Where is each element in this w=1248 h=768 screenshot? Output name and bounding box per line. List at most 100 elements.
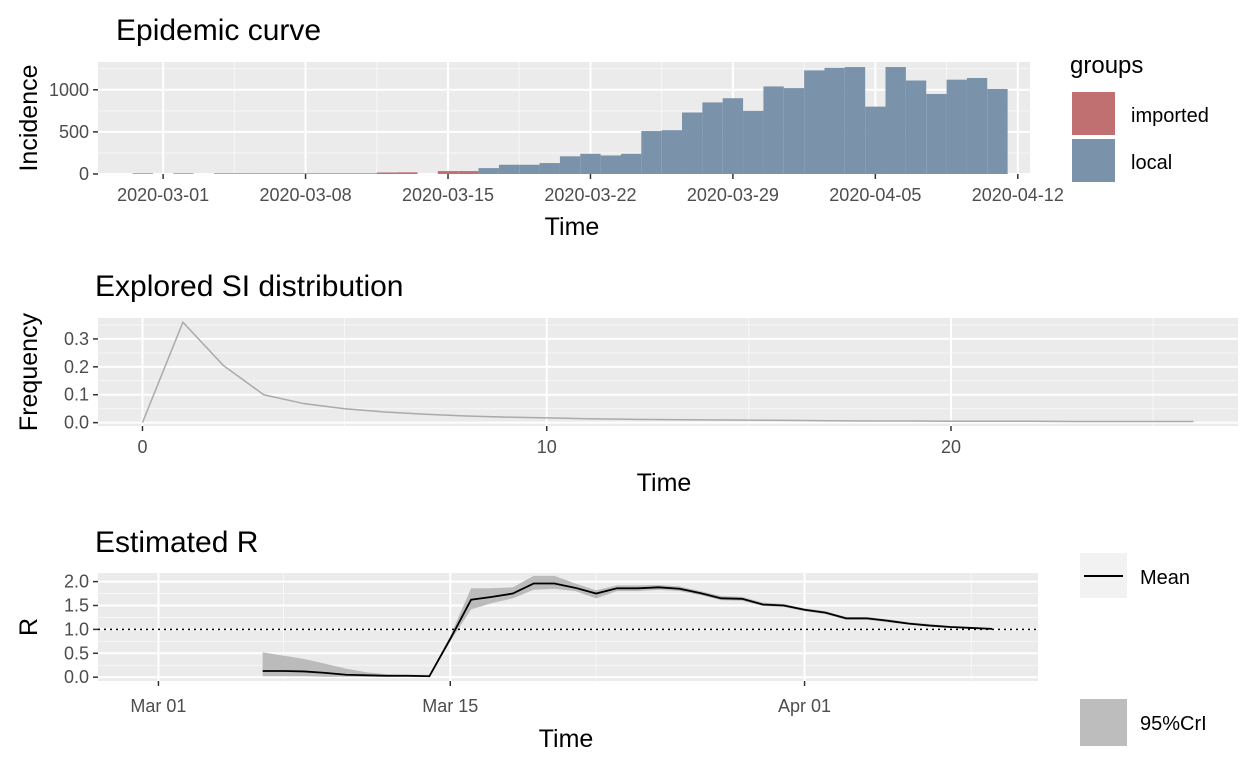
bar-local xyxy=(702,102,723,174)
bar-imported xyxy=(336,173,357,174)
bar-local xyxy=(905,80,927,174)
epi-x-tick-label: 2020-03-22 xyxy=(544,185,636,205)
si-y-tick-label: 0.1 xyxy=(64,385,89,405)
epi-y-tick-label: 500 xyxy=(59,122,89,142)
bar-local xyxy=(620,153,642,174)
r-x-axis: Mar 01 Mar 15 Apr 01 xyxy=(130,681,831,716)
r-plot-background xyxy=(98,573,1038,681)
epi-x-tick-label: 2020-03-01 xyxy=(117,185,209,205)
bar-local xyxy=(722,98,744,174)
r-y-tick-label: 0.5 xyxy=(64,643,89,663)
r-mean-line xyxy=(262,582,993,678)
bar-local xyxy=(987,88,1008,174)
bar-local xyxy=(682,112,703,174)
si-x-axis-title: Time xyxy=(637,469,692,497)
epi-x-tick-label: 2020-04-05 xyxy=(829,185,921,205)
legend-label-local: local xyxy=(1131,152,1172,174)
bar-imported xyxy=(213,173,235,174)
r-legend: Mean 95%CrI xyxy=(1080,553,1207,746)
bar-local xyxy=(519,164,540,174)
si-title: Explored SI distribution xyxy=(95,270,404,303)
bar-local xyxy=(600,155,621,174)
bar-local xyxy=(641,131,662,174)
bar-local xyxy=(844,67,866,174)
bar-local xyxy=(865,106,886,174)
legend-label-mean: Mean xyxy=(1140,567,1190,589)
si-y-tick-label: 0.0 xyxy=(64,413,89,433)
bar-imported xyxy=(275,173,296,174)
bar-local xyxy=(580,153,601,174)
bar-local xyxy=(539,163,560,174)
si-gridlines xyxy=(98,318,1238,426)
r-title: Estimated R xyxy=(95,526,258,559)
bar-imported xyxy=(315,173,337,174)
bar-local xyxy=(559,156,581,174)
epi-legend: groups imported local xyxy=(1070,52,1209,182)
bar-local xyxy=(783,88,805,174)
estimated-r-panel: Estimated R Mar 01 Mar 15 Apr 01 0.0 0.5 1.0… xyxy=(15,526,1207,753)
r-y-axis-title: R xyxy=(15,618,43,636)
epi-y-axis-title: Incidence xyxy=(15,64,43,171)
bar-imported xyxy=(458,171,479,174)
bar-local xyxy=(743,110,764,174)
legend-label-imported: imported xyxy=(1131,105,1209,127)
bar-imported xyxy=(234,173,255,174)
bar-local xyxy=(885,67,906,174)
epi-y-axis: 0 500 1000 xyxy=(49,80,98,184)
bar-local xyxy=(966,78,988,174)
epi-x-tick-label: 2020-03-08 xyxy=(260,185,352,205)
bar-local xyxy=(824,67,845,174)
si-series-line xyxy=(141,320,1194,423)
bar-imported xyxy=(173,173,194,174)
bar-imported xyxy=(397,172,418,174)
r-credible-interval-band xyxy=(262,575,993,677)
si-y-axis: 0.0 0.1 0.2 0.3 xyxy=(64,329,98,433)
bar-local xyxy=(763,86,784,174)
bar-local xyxy=(804,70,825,174)
r-x-tick-label: Mar 15 xyxy=(422,696,478,716)
bar-imported xyxy=(132,173,153,174)
epi-y-tick-label: 1000 xyxy=(49,80,89,100)
r-x-tick-label: Apr 01 xyxy=(778,696,831,716)
legend-swatch-imported xyxy=(1072,92,1115,135)
bar-local xyxy=(498,164,520,174)
epi-y-tick-label: 0 xyxy=(79,164,89,184)
si-x-tick-label: 20 xyxy=(941,437,961,457)
si-y-tick-label: 0.2 xyxy=(64,357,89,377)
bar-imported xyxy=(295,173,316,174)
si-x-tick-label: 10 xyxy=(537,437,557,457)
legend-swatch-crl xyxy=(1080,699,1127,746)
bar-local xyxy=(926,94,947,174)
epi-legend-title: groups xyxy=(1070,52,1143,79)
bar-local xyxy=(946,79,967,174)
legend-swatch-local xyxy=(1072,139,1115,182)
epi-x-tick-label: 2020-04-12 xyxy=(972,185,1064,205)
si-plot-background xyxy=(98,318,1238,426)
r-y-tick-label: 1.5 xyxy=(64,595,89,615)
legend-label-crl: 95%CrI xyxy=(1140,713,1207,735)
epi-x-axis: 2020-03-01 2020-03-08 2020-03-15 2020-03-22… xyxy=(117,174,1064,205)
r-y-tick-label: 2.0 xyxy=(64,572,89,592)
si-x-tick-label: 0 xyxy=(137,437,147,457)
epi-title: Epidemic curve xyxy=(116,14,321,47)
bar-imported xyxy=(356,173,377,174)
r-y-tick-label: 1.0 xyxy=(64,619,89,639)
bar-imported xyxy=(254,173,276,174)
epi-x-tick-label: 2020-03-15 xyxy=(402,185,494,205)
r-x-axis-title: Time xyxy=(539,725,594,753)
r-y-tick-label: 0.0 xyxy=(64,667,89,687)
epi-gridlines xyxy=(98,62,1030,175)
bar-imported xyxy=(376,172,398,174)
si-y-tick-label: 0.3 xyxy=(64,329,89,349)
r-y-axis: 0.0 0.5 1.0 1.5 2.0 xyxy=(64,572,98,687)
si-x-axis: 0 10 20 xyxy=(137,426,961,457)
si-y-axis-title: Frequency xyxy=(15,312,43,431)
bar-local xyxy=(478,168,499,174)
bar-imported xyxy=(437,171,459,174)
r-mean-line-layer xyxy=(262,582,993,678)
epi-x-tick-label: 2020-03-29 xyxy=(687,185,779,205)
epidemic-curve-panel: Epidemic curve 2020-03-01 2020-03-08 2020-… xyxy=(15,14,1209,241)
bar-local xyxy=(661,130,683,174)
epi-x-axis-title: Time xyxy=(545,213,600,241)
